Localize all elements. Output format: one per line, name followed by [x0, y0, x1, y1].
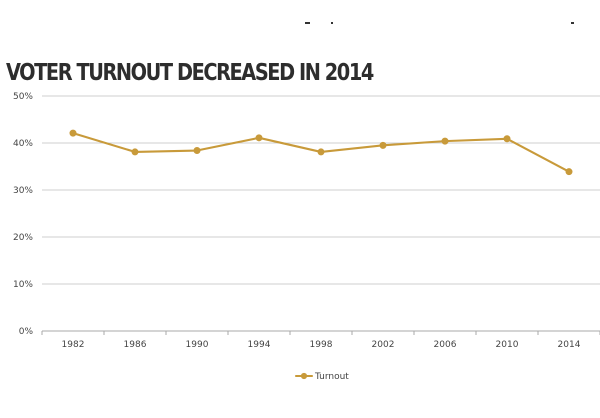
series-layer: [69, 129, 573, 176]
top-artifact-mark: [305, 22, 310, 24]
legend-turnout-label: Turnout: [314, 372, 349, 382]
top-scan-artifacts: [0, 22, 600, 34]
y-tick-label: 0%: [19, 327, 34, 337]
x-tick-label: 2010: [496, 340, 519, 350]
legend: Turnout: [294, 372, 349, 382]
chart-title: VOTER TURNOUT DECREASED IN 2014: [6, 60, 374, 86]
x-tick-label: 1982: [62, 340, 85, 350]
x-tick-label: 2002: [372, 340, 395, 350]
turnout-point-1998: [317, 148, 325, 156]
x-tick-label: 1986: [124, 340, 147, 350]
y-tick-label: 50%: [13, 92, 33, 102]
y-tick-label: 20%: [13, 233, 33, 243]
y-tick-label: 10%: [13, 280, 33, 290]
legend-turnout-marker: [300, 372, 308, 380]
turnout-point-2006: [441, 137, 449, 145]
turnout-point-2010: [503, 135, 511, 143]
x-tick-label: 1998: [310, 340, 333, 350]
top-artifact-mark: [571, 22, 574, 24]
top-artifact-mark: [331, 22, 333, 24]
x-tick-label: 2014: [558, 340, 581, 350]
x-tick-label: 2006: [434, 340, 457, 350]
label-layer: 0% 10% 20% 30% 40% 50% 1982 1986 1990 1994 1998 200…: [13, 92, 581, 350]
y-tick-label: 30%: [13, 186, 33, 196]
x-tick-label: 1994: [248, 340, 271, 350]
x-tick-label: 1990: [186, 340, 209, 350]
axis-layer: [41, 331, 600, 335]
turnout-point-2002: [379, 141, 387, 149]
turnout-point-1986: [131, 148, 139, 156]
y-tick-label: 40%: [13, 139, 33, 149]
turnout-point-1990: [193, 147, 201, 155]
turnout-point-1982: [69, 129, 77, 137]
turnout-point-2014: [565, 168, 573, 176]
turnout-point-1994: [255, 134, 263, 142]
grid-layer: [42, 95, 600, 332]
